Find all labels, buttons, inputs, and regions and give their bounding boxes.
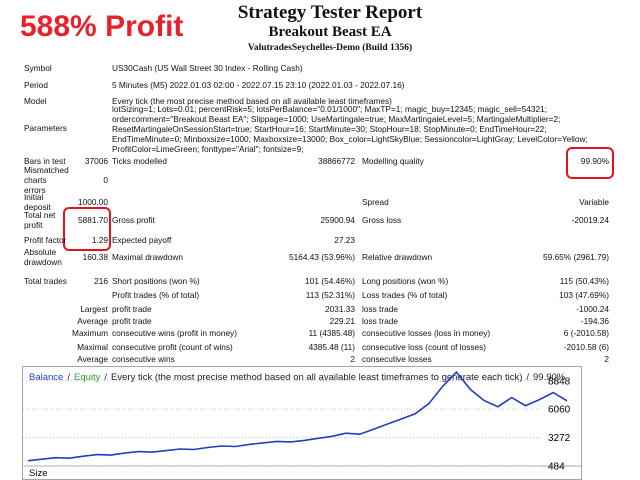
legend-separator: / bbox=[67, 372, 70, 383]
highlight-box bbox=[63, 207, 111, 251]
info-value: 5 Minutes (M5) 2022.01.03 02:00 - 2022.0… bbox=[112, 80, 405, 90]
stat-label: loss trade bbox=[362, 316, 398, 326]
legend-separator: / bbox=[526, 372, 529, 383]
legend-separator: / bbox=[104, 372, 107, 383]
stat-label: Total trades bbox=[24, 276, 67, 286]
ea-name: Breakout Beast EA bbox=[268, 24, 392, 40]
y-tick-label: 484 bbox=[548, 462, 565, 473]
y-tick-label: 3272 bbox=[548, 433, 571, 444]
stat-label: Expected payoff bbox=[112, 235, 172, 245]
stat-value: 27.23 bbox=[334, 235, 355, 245]
stat-value: 216 bbox=[94, 276, 108, 286]
stat-label: Ticks modelled bbox=[112, 156, 168, 166]
stat-value: Variable bbox=[579, 197, 609, 207]
y-tick-label: 6060 bbox=[548, 405, 571, 416]
stat-label: consecutive losses (loss in money) bbox=[362, 328, 491, 338]
stat-label: consecutive wins (profit in money) bbox=[112, 328, 237, 338]
stat-value: 1000.00 bbox=[78, 197, 108, 207]
stat-label: Modelling quality bbox=[362, 156, 424, 166]
profit-badge: 588% Profit bbox=[20, 10, 184, 43]
stat-value: 5881.70 bbox=[78, 215, 108, 225]
stat-label: Profit factor bbox=[24, 235, 67, 245]
stat-label: Spread bbox=[362, 197, 389, 207]
info-label: Period bbox=[24, 80, 48, 90]
legend-quality: 99.90% bbox=[533, 372, 566, 383]
stat-label: profit trade bbox=[112, 304, 152, 314]
stat-label: consecutive wins bbox=[112, 354, 175, 364]
stat-value: -2010.58 (6) bbox=[563, 342, 609, 352]
stat-value: 115 (50.43%) bbox=[559, 276, 609, 286]
stat-label: Mismatched charts errors bbox=[24, 165, 69, 195]
stat-value: 6 (-2010.58) bbox=[563, 328, 609, 338]
stat-label: profit trade bbox=[112, 316, 152, 326]
server-name: ValutradesSeychelles-Demo (Build 1356) bbox=[247, 43, 413, 53]
stat-label: Relative drawdown bbox=[362, 252, 433, 262]
stat-value: 37006 bbox=[84, 156, 108, 166]
legend-item: Equity bbox=[74, 372, 101, 383]
stat-label: Maximal bbox=[77, 342, 108, 352]
stat-value: 59.65% (2961.79) bbox=[543, 252, 609, 262]
stat-value: 2 bbox=[604, 354, 609, 364]
chart-frame bbox=[22, 366, 582, 480]
stat-label: Largest bbox=[80, 304, 108, 314]
stat-value: -20019.24 bbox=[571, 215, 609, 225]
legend: Balance / Equity / Every tick (the most prec… bbox=[29, 372, 566, 383]
info-value: US30Cash (US Wall Street 30 Index - Roll… bbox=[112, 63, 303, 73]
stat-label: consecutive profit (count of wins) bbox=[112, 342, 233, 352]
legend-item: Balance bbox=[29, 372, 63, 383]
stat-value: 38866772 bbox=[318, 156, 355, 166]
size-label: Size bbox=[29, 468, 47, 479]
stat-label: Absolute drawdown bbox=[24, 247, 62, 267]
legend-subtitle: Every tick (the most precise method base… bbox=[111, 372, 522, 383]
stat-label: Long positions (won %) bbox=[362, 276, 449, 286]
stat-value: 5164.43 (53.96%) bbox=[289, 252, 355, 262]
stat-value: 25900.94 bbox=[320, 215, 355, 225]
stat-label: Average bbox=[77, 354, 108, 364]
stat-label: Short positions (won %) bbox=[112, 276, 200, 286]
stat-value: 160.38 bbox=[82, 252, 108, 262]
info-value: lotSizing=1; Lots=0.01; percentRisk=5; l… bbox=[112, 104, 588, 154]
info-label: Symbol bbox=[24, 63, 52, 73]
stat-value: 11 (4385.48) bbox=[308, 328, 355, 338]
info-value: Every tick (the most precise method base… bbox=[112, 96, 392, 106]
stat-value: 101 (54.46%) bbox=[305, 276, 355, 286]
stat-label: Maximum bbox=[72, 328, 108, 338]
stat-label: Total net profit bbox=[24, 210, 56, 230]
stat-label: Maximal drawdown bbox=[112, 252, 184, 262]
stat-label: Loss trades (% of total) bbox=[362, 290, 448, 300]
highlight-box bbox=[566, 147, 614, 179]
stat-value: 1.29 bbox=[91, 235, 108, 245]
stat-label: consecutive losses bbox=[362, 354, 432, 364]
stat-value: 103 (47.69%) bbox=[559, 290, 609, 300]
stat-label: consecutive loss (count of losses) bbox=[362, 342, 487, 352]
stat-label: Gross profit bbox=[112, 215, 155, 225]
stat-value: 4385.48 (11) bbox=[308, 342, 355, 352]
stat-label: Average bbox=[77, 316, 108, 326]
stat-label: Initial deposit bbox=[24, 192, 51, 212]
stat-value: -194.36 bbox=[580, 316, 609, 326]
info-label: Parameters bbox=[24, 123, 67, 133]
stat-value: 99.90% bbox=[580, 156, 609, 166]
stat-label: Gross loss bbox=[362, 215, 402, 225]
info-label: Model bbox=[24, 96, 47, 106]
stat-value: 229.21 bbox=[329, 316, 355, 326]
stat-label: Profit trades (% of total) bbox=[112, 290, 200, 300]
stat-label: Bars in test bbox=[24, 156, 66, 166]
y-tick-label: 8848 bbox=[548, 376, 571, 387]
stat-value: 0 bbox=[103, 175, 108, 185]
stat-value: -1000.24 bbox=[576, 304, 609, 314]
balance-line bbox=[27, 370, 568, 462]
report-title: Strategy Tester Report bbox=[237, 2, 423, 23]
stat-value: 2 bbox=[350, 354, 355, 364]
stat-value: 2031.33 bbox=[325, 304, 355, 314]
stat-label: loss trade bbox=[362, 304, 398, 314]
stat-value: 113 (52.31%) bbox=[305, 290, 355, 300]
